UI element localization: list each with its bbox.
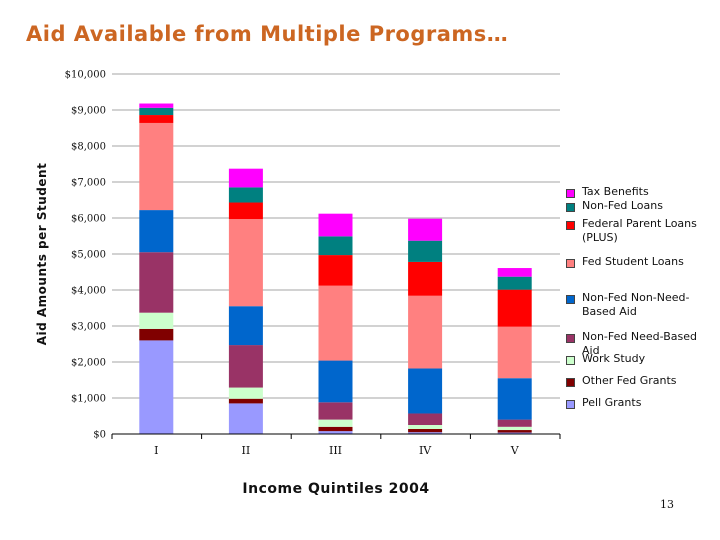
y-tick-label: $5,000 (71, 250, 106, 261)
bar-segment (408, 368, 443, 414)
legend-swatch (566, 259, 575, 268)
legend-swatch (566, 334, 575, 343)
bar-segment (497, 419, 532, 427)
bar-segment (318, 236, 353, 256)
y-axis-label: Aid Amounts per Student (35, 163, 49, 346)
bar-segment (139, 328, 174, 341)
bar-segment (228, 168, 263, 188)
legend-label: Non-Fed Loans (582, 199, 663, 212)
bar-segment (408, 425, 443, 429)
x-tick-label: I (154, 444, 158, 457)
bar-segment (497, 326, 532, 379)
bar-segment (318, 213, 353, 237)
bar-segment (318, 426, 353, 432)
y-tick-label: $8,000 (71, 142, 106, 153)
bar-segment (408, 432, 443, 434)
legend-label: Other Fed Grants (582, 374, 677, 387)
x-axis-label: Income Quintiles 2004 (242, 481, 429, 497)
legend-item: Non-Fed Loans (566, 199, 714, 213)
bar-stacks (139, 103, 532, 434)
legend-item: Other Fed Grants (566, 374, 714, 388)
bar-segment (408, 428, 443, 433)
legend-item: Fed Student Loans (566, 255, 714, 269)
x-axis-ticks: I II III IV V (111, 434, 561, 457)
legend-label: Fed Student Loans (582, 255, 684, 268)
bar-segment (497, 268, 532, 277)
legend-swatch (566, 295, 575, 304)
bar-segment (408, 295, 443, 369)
y-tick-label: $10,000 (65, 70, 106, 81)
legend-swatch (566, 221, 575, 230)
x-tick-label: IV (419, 444, 432, 457)
bar-segment (497, 378, 532, 420)
bar-segment (497, 289, 532, 327)
x-tick-label: II (242, 444, 251, 457)
legend-item: Work Study (566, 352, 714, 366)
bar-segment (139, 252, 174, 313)
bar-segment (318, 255, 353, 286)
legend-swatch (566, 203, 575, 212)
bar-segment (228, 202, 263, 220)
bar-segment (139, 312, 174, 329)
bar-segment (228, 403, 263, 434)
bar-segment (497, 426, 532, 431)
bar-segment (228, 345, 263, 388)
legend-label: Federal Parent Loans (PLUS) (582, 217, 697, 244)
y-tick-label: $2,000 (71, 358, 106, 369)
bar-segment (139, 210, 174, 253)
bar-segment (318, 285, 353, 361)
legend-item: Tax Benefits (566, 185, 714, 199)
legend-swatch (566, 189, 575, 198)
legend-label: Pell Grants (582, 396, 642, 409)
bar-segment (139, 107, 174, 116)
bar-segment (139, 103, 174, 108)
page-title: Aid Available from Multiple Programs… (26, 22, 509, 46)
bar-segment (228, 187, 263, 203)
y-tick-label: $1,000 (71, 394, 106, 405)
legend-swatch (566, 356, 575, 365)
bar-segment (228, 219, 263, 307)
bar-segment (408, 261, 443, 296)
y-tick-label: $3,000 (71, 322, 106, 333)
bar-segment (408, 218, 443, 241)
y-tick-label: $0 (93, 430, 106, 441)
bar-segment (497, 432, 532, 434)
bar-segment (408, 240, 443, 262)
page-number: 13 (660, 498, 674, 511)
bar-segment (408, 413, 443, 425)
y-axis-ticks: $0 $1,000 $2,000 $3,000 $4,000 $5,000 $6,000 $7… (65, 70, 106, 441)
bar-segment (497, 430, 532, 433)
bar-segment (139, 122, 174, 211)
bar-segment (318, 402, 353, 420)
legend-swatch (566, 400, 575, 409)
bar-segment (139, 340, 174, 434)
x-tick-label: V (510, 444, 520, 457)
legend-item: Federal Parent Loans (PLUS) (566, 217, 714, 245)
bar-segment (318, 360, 353, 403)
x-tick-label: III (329, 444, 342, 457)
bar-segment (228, 387, 263, 399)
legend-label: Non-Fed Need-Based Aid (582, 330, 697, 357)
bar-segment (318, 419, 353, 427)
legend-item: Pell Grants (566, 396, 714, 410)
legend-label: Work Study (582, 352, 646, 365)
legend-label: Non-Fed Non-Need-Based Aid (582, 291, 690, 318)
bar-segment (228, 398, 263, 404)
y-tick-label: $4,000 (71, 286, 106, 297)
bar-segment (318, 431, 353, 434)
legend-label: Tax Benefits (582, 185, 649, 198)
y-tick-label: $7,000 (71, 178, 106, 189)
y-tick-label: $6,000 (71, 214, 106, 225)
legend-item: Non-Fed Non-Need-Based Aid (566, 291, 714, 319)
legend-swatch (566, 378, 575, 387)
bar-segment (497, 276, 532, 290)
y-tick-label: $9,000 (71, 106, 106, 117)
bar-segment (139, 115, 174, 123)
bar-segment (228, 306, 263, 346)
legend-item: Non-Fed Need-Based Aid (566, 330, 714, 358)
